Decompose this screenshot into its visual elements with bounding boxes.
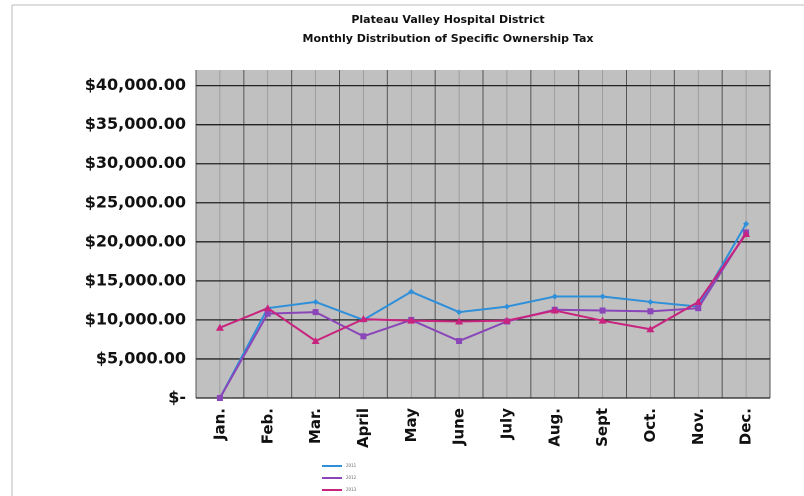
- chart-subtitle: Monthly Distribution of Specific Ownersh…: [303, 32, 594, 45]
- marker: [216, 395, 223, 401]
- marker: [646, 325, 655, 333]
- marker: [599, 307, 606, 314]
- x-tick-label: Feb.: [258, 408, 276, 444]
- marker: [694, 297, 703, 305]
- y-tick-label: $5,000.00: [96, 348, 186, 367]
- x-tick-label: Oct.: [641, 408, 659, 443]
- x-tick-label: Mar.: [306, 408, 324, 444]
- marker: [456, 337, 463, 344]
- y-tick-label: $30,000.00: [85, 153, 186, 172]
- marker: [312, 309, 319, 316]
- x-tick-label: April: [354, 408, 372, 448]
- legend-label: 2013: [346, 487, 357, 492]
- x-tick-label: June: [450, 408, 468, 446]
- marker: [407, 316, 416, 324]
- y-tick-label: $25,000.00: [85, 192, 186, 211]
- y-tick-label: $-: [168, 388, 186, 407]
- marker: [312, 298, 319, 305]
- marker: [647, 298, 654, 305]
- marker: [695, 305, 702, 312]
- marker: [359, 315, 368, 323]
- x-tick-label: Sept: [593, 408, 611, 447]
- x-tick-label: Jan.: [210, 408, 228, 441]
- marker: [551, 293, 558, 300]
- marker: [503, 303, 510, 310]
- marker: [599, 293, 606, 300]
- chart-title: Plateau Valley Hospital District: [351, 13, 544, 26]
- marker: [550, 306, 559, 314]
- series-line: [219, 223, 747, 399]
- y-tick-label: $35,000.00: [85, 114, 186, 133]
- marker: [598, 316, 607, 324]
- y-tick-label: $15,000.00: [85, 270, 186, 289]
- marker: [502, 316, 511, 324]
- marker: [647, 308, 654, 315]
- x-tick-label: Dec.: [737, 408, 755, 445]
- marker: [360, 333, 367, 340]
- marker: [311, 336, 320, 344]
- legend-label: 2011: [346, 463, 357, 468]
- legend-label: 2012: [346, 475, 357, 480]
- marker: [743, 220, 750, 227]
- x-tick-label: Aug.: [545, 408, 563, 447]
- marker: [264, 310, 271, 317]
- y-tick-label: $40,000.00: [85, 75, 186, 94]
- series-line: [219, 231, 747, 399]
- y-tick-label: $10,000.00: [85, 309, 186, 328]
- x-tick-label: Nov.: [689, 408, 707, 445]
- y-tick-label: $20,000.00: [85, 231, 186, 250]
- marker: [215, 323, 224, 331]
- marker: [456, 309, 463, 316]
- marker: [263, 304, 272, 312]
- marker: [742, 230, 751, 237]
- marker: [408, 288, 415, 295]
- x-tick-label: May: [402, 408, 420, 443]
- x-tick-label: July: [497, 408, 515, 440]
- marker: [455, 317, 464, 325]
- series-line: [219, 233, 747, 343]
